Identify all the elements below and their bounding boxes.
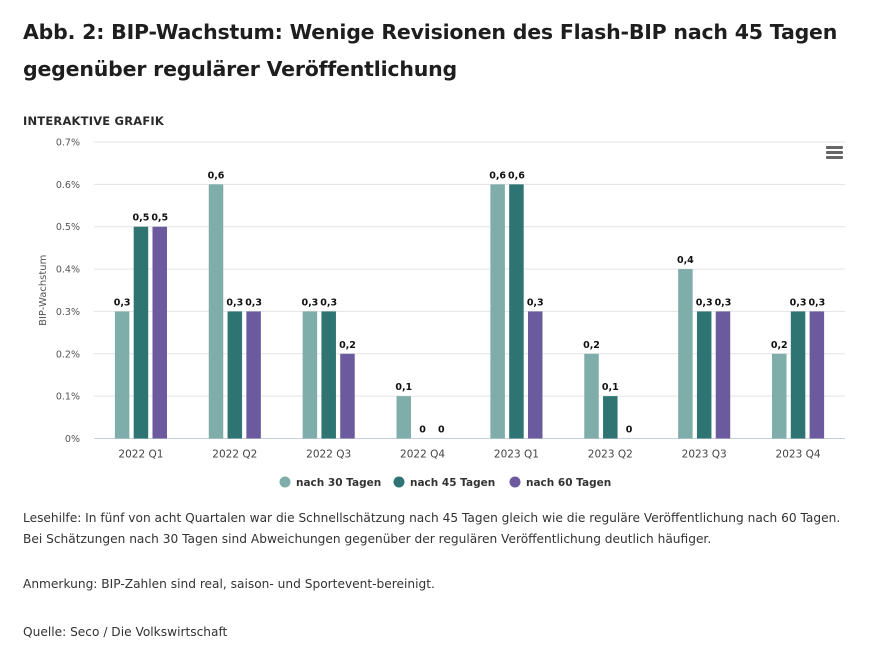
y-tick-label: 0.3% [56,307,80,318]
bar [772,353,787,439]
data-label: 0,3 [114,297,131,308]
data-label: 0,6 [508,170,525,181]
hamburger-menu-icon[interactable] [826,146,843,160]
x-tick-label: 2022 Q1 [118,449,163,461]
data-label: 0,6 [489,170,506,181]
data-label: 0,3 [790,297,807,308]
y-tick-label: 0.5% [56,222,80,233]
bar [490,184,505,439]
bar [246,311,261,439]
y-tick-label: 0.7% [56,138,80,149]
legend-label: nach 30 Tagen [296,477,381,489]
bar [678,269,693,439]
bar-chart: 0% 0.1% 0.2% 0.3% 0.4% 0.5% 0.6% 0.7% BIP-Wachst… [38,138,845,489]
data-label: 0,5 [151,213,168,224]
y-axis-title: BIP-Wachstum [38,255,49,326]
bar [527,311,543,439]
bar [208,184,224,439]
data-label: 0,2 [771,340,788,351]
y-tick-label: 0% [65,434,80,445]
data-label: 0,3 [696,297,713,308]
data-label: 0,3 [301,297,318,308]
data-label: 0,1 [395,382,412,393]
x-tick-label: 2023 Q4 [776,449,821,461]
data-label: 0 [419,425,426,436]
data-label: 0,2 [583,340,600,351]
bar [809,311,825,439]
data-label: 0,6 [208,170,225,181]
x-tick-label: 2022 Q4 [400,449,445,461]
bar [584,353,599,439]
bar [114,311,130,439]
bar [152,226,167,439]
bar [133,226,149,439]
data-label: 0,1 [602,382,619,393]
data-label: 0,3 [527,297,544,308]
x-tick-label: 2023 Q1 [494,449,539,461]
x-tick-label: 2023 Q2 [588,449,633,461]
data-label: 0 [438,425,445,436]
bar [509,184,524,439]
bar [302,311,318,439]
data-label: 0,5 [133,213,150,224]
data-label: 0,3 [245,297,262,308]
legend-swatch [393,476,405,488]
chart-title: Abb. 2: BIP-Wachstum: Wenige Revisionen … [23,20,838,81]
bar [340,353,355,439]
data-label: 0,3 [715,297,732,308]
y-tick-label: 0.1% [56,392,80,403]
x-tick-label: 2022 Q2 [212,449,257,461]
data-label: 0,3 [320,297,337,308]
x-tick-label: 2022 Q3 [306,449,351,461]
y-tick-label: 0.6% [56,180,80,191]
data-label: 0 [626,425,633,436]
bar [603,396,618,439]
x-tick-label: 2023 Q3 [682,449,727,461]
bar [696,311,712,439]
bar [715,311,731,439]
data-label: 0,3 [808,297,825,308]
y-tick-label: 0.4% [56,265,80,276]
y-tick-label: 0.2% [56,349,80,360]
reading-aid-note: Lesehilfe: In fünf von acht Quartalen wa… [23,511,841,546]
bar [227,311,243,439]
legend-swatch [279,476,291,488]
data-label: 0,2 [339,340,356,351]
bar [396,396,412,439]
data-label: 0,3 [226,297,243,308]
legend-label: nach 60 Tagen [526,477,611,489]
legend-swatch [509,476,521,488]
legend-label: nach 45 Tagen [410,477,495,489]
bar [790,311,806,439]
data-label: 0,4 [677,255,694,266]
interactive-graphic-label: INTERAKTIVE GRAFIK [23,114,164,128]
remark-note: Anmerkung: BIP-Zahlen sind real, saison-… [23,577,435,591]
bar [321,311,336,439]
source-note: Quelle: Seco / Die Volkswirtschaft [23,625,228,639]
